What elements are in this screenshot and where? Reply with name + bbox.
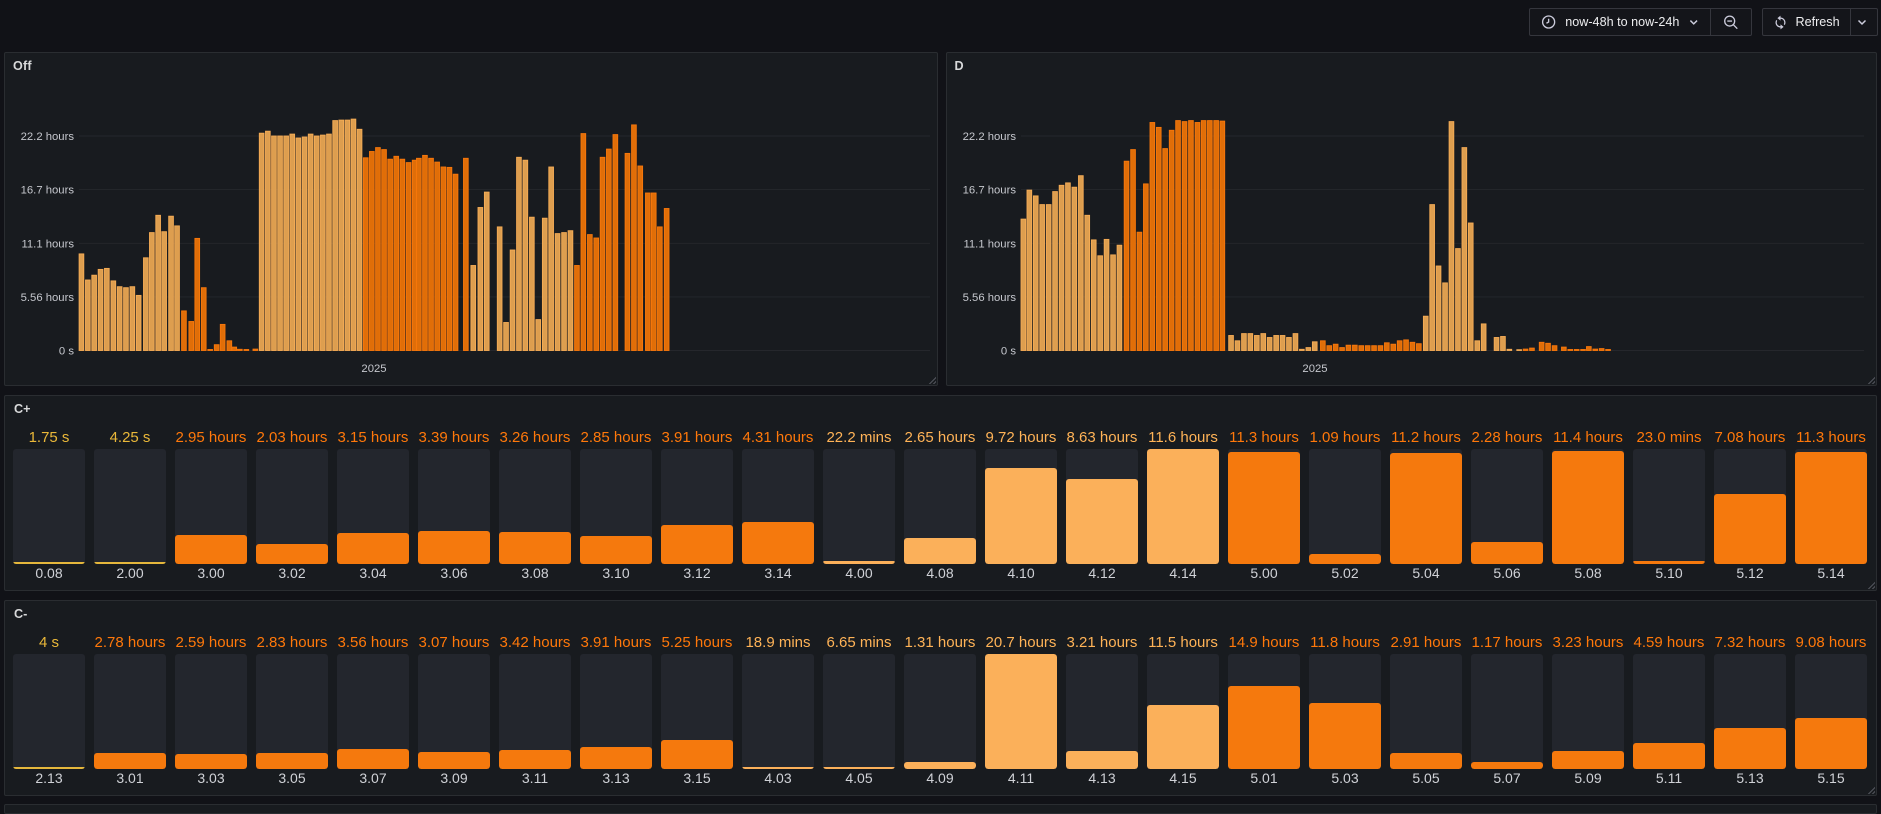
svg-text:11.1 hours: 11.1 hours — [21, 238, 74, 250]
svg-text:5.56 hours: 5.56 hours — [21, 292, 75, 304]
svg-text:5.56 hours: 5.56 hours — [962, 292, 1016, 304]
svg-text:0 s: 0 s — [1000, 346, 1015, 358]
svg-text:22.2 hours: 22.2 hours — [21, 131, 75, 143]
svg-text:22.2 hours: 22.2 hours — [962, 131, 1016, 143]
svg-text:16.7 hours: 16.7 hours — [21, 185, 75, 197]
svg-text:2025: 2025 — [1302, 363, 1327, 375]
svg-text:2025: 2025 — [361, 363, 386, 375]
svg-text:16.7 hours: 16.7 hours — [962, 185, 1016, 197]
svg-text:11.1 hours: 11.1 hours — [963, 238, 1016, 250]
svg-text:0 s: 0 s — [59, 346, 74, 358]
